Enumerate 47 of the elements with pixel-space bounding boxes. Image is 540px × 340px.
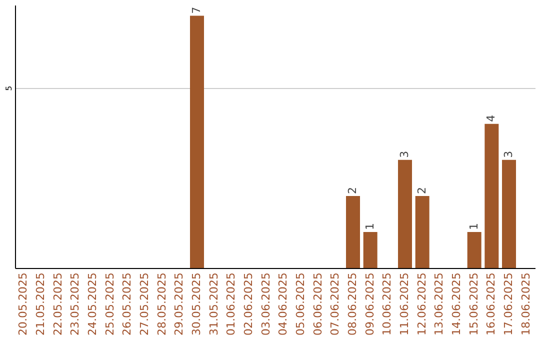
x-tick-label: 09.06.2025 <box>363 272 376 336</box>
bar <box>190 16 204 268</box>
data-label: 3 <box>502 150 515 158</box>
bar <box>467 232 482 268</box>
data-label: 2 <box>415 186 428 194</box>
x-tick-label: 23.05.2025 <box>68 272 82 336</box>
x-tick-label: 25.05.2025 <box>103 272 116 336</box>
x-tick-label: 21.05.2025 <box>34 272 47 336</box>
x-tick-label: 29.05.2025 <box>172 272 186 336</box>
x-tick-label: 17.06.2025 <box>502 272 515 336</box>
bar <box>363 232 378 268</box>
x-tick-label: 22.05.2025 <box>51 272 64 336</box>
x-tick-label: 11.06.2025 <box>398 272 411 336</box>
x-tick-label: 20.05.2025 <box>16 272 30 336</box>
data-label: 1 <box>467 222 480 230</box>
x-tick-label: 16.06.2025 <box>484 272 498 336</box>
data-label: 7 <box>190 6 203 14</box>
x-tick-label: 08.06.2025 <box>346 272 359 336</box>
x-tick-label: 12.06.2025 <box>415 272 428 336</box>
x-tick-label: 13.06.2025 <box>432 272 446 336</box>
bar <box>415 196 430 268</box>
x-tick-label: 07.06.2025 <box>328 272 342 336</box>
x-tick-label: 01.06.2025 <box>224 272 238 336</box>
x-tick-label: 15.06.2025 <box>467 272 480 336</box>
y-tick-label: 5 <box>4 86 14 91</box>
data-label: 1 <box>363 222 376 230</box>
x-tick-label: 28.05.2025 <box>155 272 168 336</box>
data-label: 2 <box>346 186 359 194</box>
bar <box>502 160 516 268</box>
data-label: 3 <box>398 150 411 158</box>
x-tick-label: 24.05.2025 <box>86 272 99 336</box>
x-tick-label: 02.06.2025 <box>242 272 255 336</box>
x-tick-label: 31.05.2025 <box>207 272 220 336</box>
bar <box>346 196 360 268</box>
x-tick-label: 14.06.2025 <box>450 272 463 336</box>
x-tick-label: 03.06.2025 <box>259 272 272 336</box>
x-tick-label: 18.06.2025 <box>519 272 532 336</box>
bar <box>398 160 412 268</box>
data-label: 4 <box>484 114 498 122</box>
x-tick-label: 06.06.2025 <box>311 272 324 336</box>
bar <box>484 124 499 268</box>
x-tick-label: 10.06.2025 <box>380 272 394 336</box>
x-tick-label: 26.05.2025 <box>120 272 134 336</box>
x-tick-label: 27.05.2025 <box>138 272 151 336</box>
x-tick-label: 05.06.2025 <box>294 272 307 336</box>
x-tick-label: 30.05.2025 <box>190 272 203 336</box>
x-tick-label: 04.06.2025 <box>276 272 290 336</box>
